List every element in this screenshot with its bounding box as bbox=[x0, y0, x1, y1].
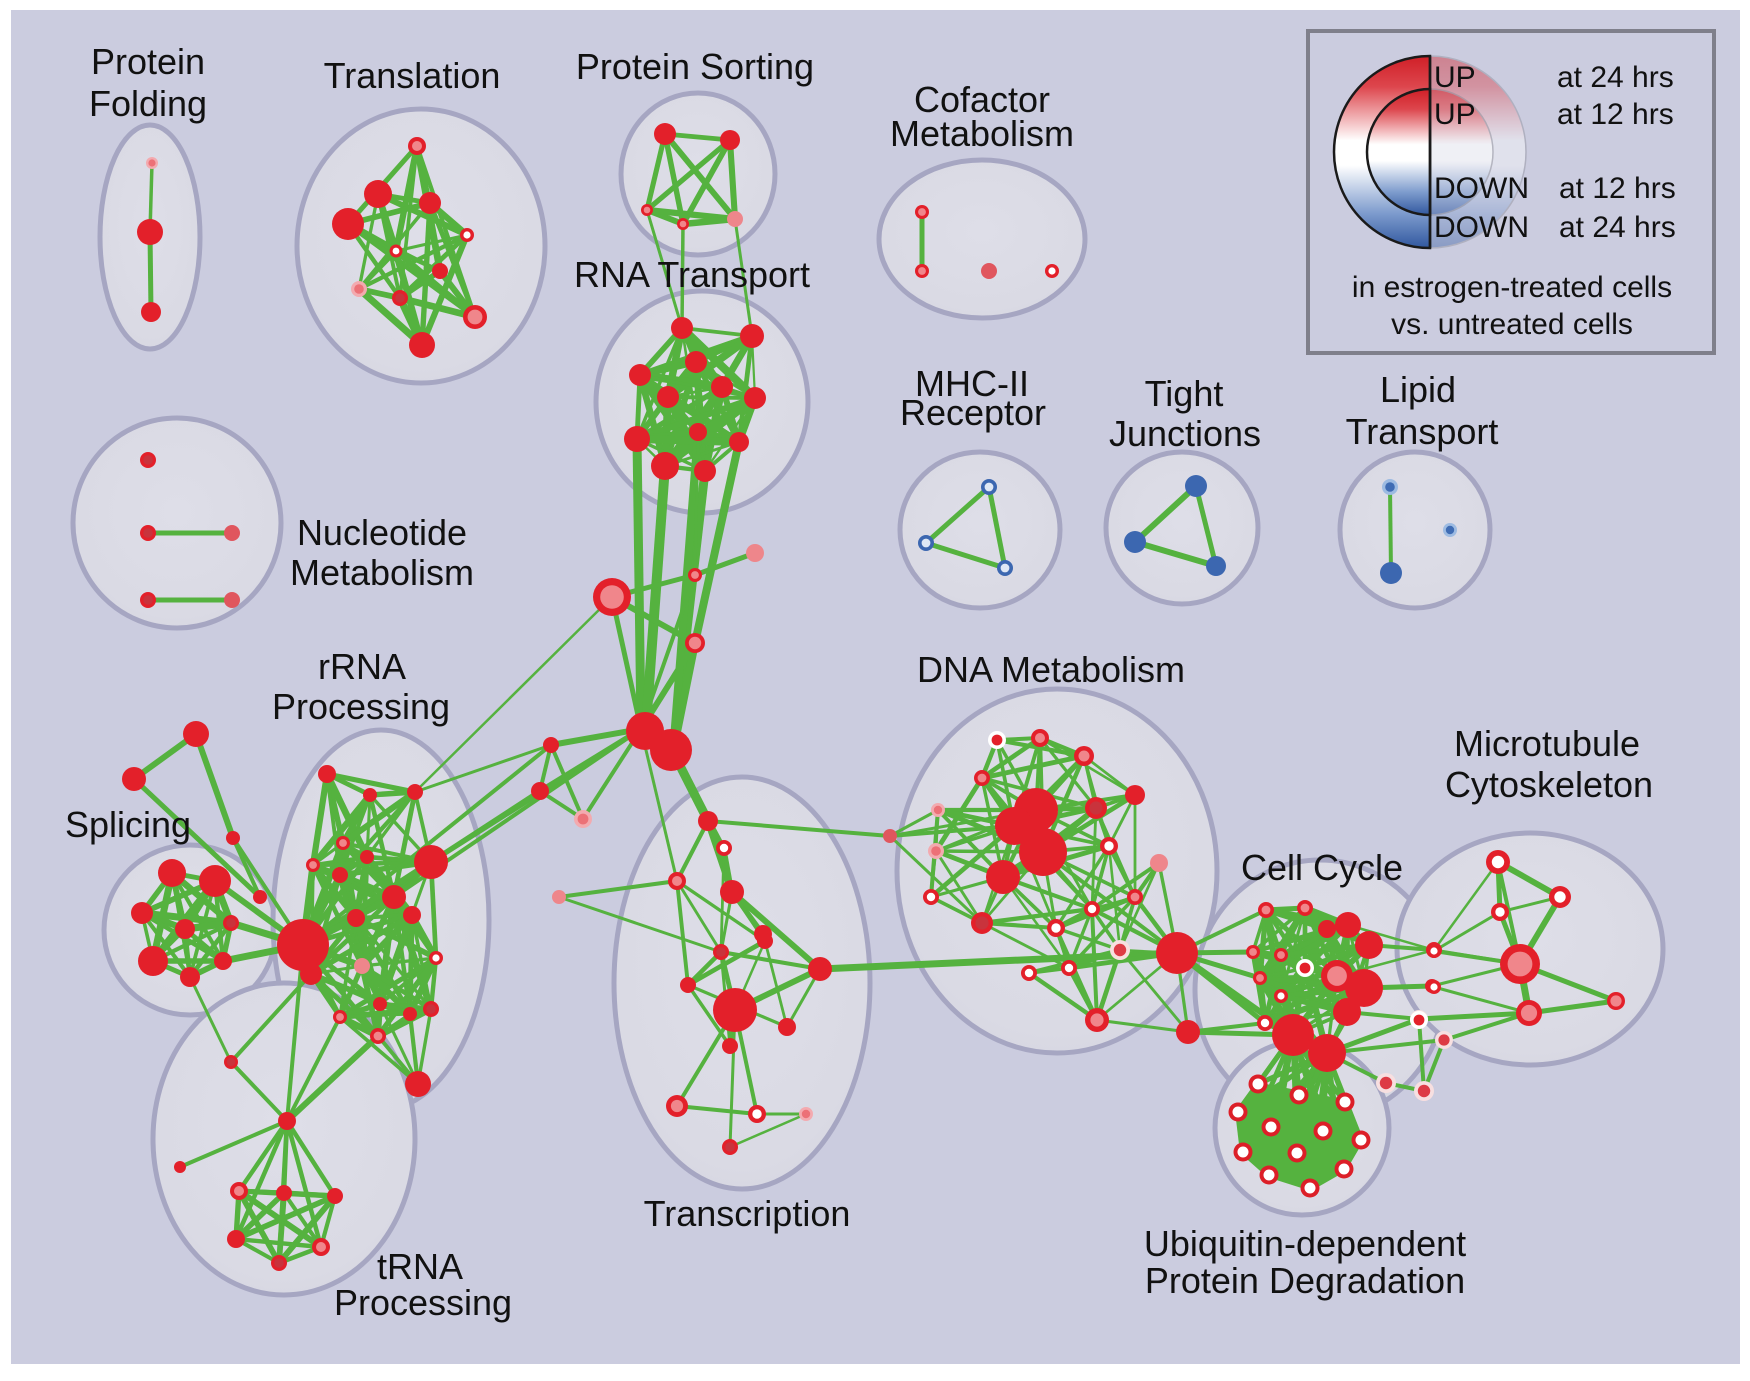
svg-text:Lipid: Lipid bbox=[1380, 369, 1456, 410]
svg-text:Transcription: Transcription bbox=[644, 1193, 851, 1234]
svg-text:Splicing: Splicing bbox=[65, 804, 191, 845]
svg-text:Tight: Tight bbox=[1145, 373, 1224, 414]
svg-text:Processing: Processing bbox=[272, 686, 450, 727]
svg-text:MHC-II: MHC-II bbox=[915, 363, 1029, 404]
svg-text:Cofactor: Cofactor bbox=[914, 79, 1050, 120]
svg-text:tRNA: tRNA bbox=[377, 1246, 463, 1287]
svg-text:UP: UP bbox=[1434, 98, 1476, 131]
svg-text:vs. untreated cells: vs. untreated cells bbox=[1391, 308, 1633, 341]
svg-text:Microtubule: Microtubule bbox=[1454, 723, 1640, 764]
svg-text:Receptor: Receptor bbox=[900, 392, 1046, 433]
svg-text:Protein Sorting: Protein Sorting bbox=[576, 46, 814, 87]
svg-text:Nucleotide: Nucleotide bbox=[297, 512, 467, 553]
svg-text:Cell Cycle: Cell Cycle bbox=[1241, 847, 1403, 888]
svg-text:in estrogen-treated cells: in estrogen-treated cells bbox=[1352, 271, 1672, 304]
svg-text:DOWN: DOWN bbox=[1434, 172, 1529, 205]
svg-text:Junctions: Junctions bbox=[1109, 413, 1261, 454]
svg-text:Transport: Transport bbox=[1346, 411, 1499, 452]
svg-text:Metabolism: Metabolism bbox=[290, 552, 474, 593]
svg-text:at 24 hrs: at 24 hrs bbox=[1559, 211, 1676, 244]
svg-text:Protein Degradation: Protein Degradation bbox=[1145, 1260, 1465, 1301]
svg-text:Metabolism: Metabolism bbox=[890, 113, 1074, 154]
svg-text:DNA Metabolism: DNA Metabolism bbox=[917, 649, 1185, 690]
svg-text:UP: UP bbox=[1434, 61, 1476, 94]
svg-text:Protein: Protein bbox=[91, 41, 205, 82]
svg-text:at 12 hrs: at 12 hrs bbox=[1559, 172, 1676, 205]
svg-text:at 12 hrs: at 12 hrs bbox=[1557, 98, 1674, 131]
svg-text:Cytoskeleton: Cytoskeleton bbox=[1445, 764, 1653, 805]
svg-text:Processing: Processing bbox=[334, 1282, 512, 1323]
svg-text:at 24 hrs: at 24 hrs bbox=[1557, 61, 1674, 94]
svg-text:Translation: Translation bbox=[324, 55, 501, 96]
svg-text:RNA Transport: RNA Transport bbox=[574, 254, 810, 295]
svg-text:Ubiquitin-dependent: Ubiquitin-dependent bbox=[1144, 1223, 1466, 1264]
svg-text:Folding: Folding bbox=[89, 83, 207, 124]
svg-text:rRNA: rRNA bbox=[318, 646, 406, 687]
svg-text:DOWN: DOWN bbox=[1434, 211, 1529, 244]
